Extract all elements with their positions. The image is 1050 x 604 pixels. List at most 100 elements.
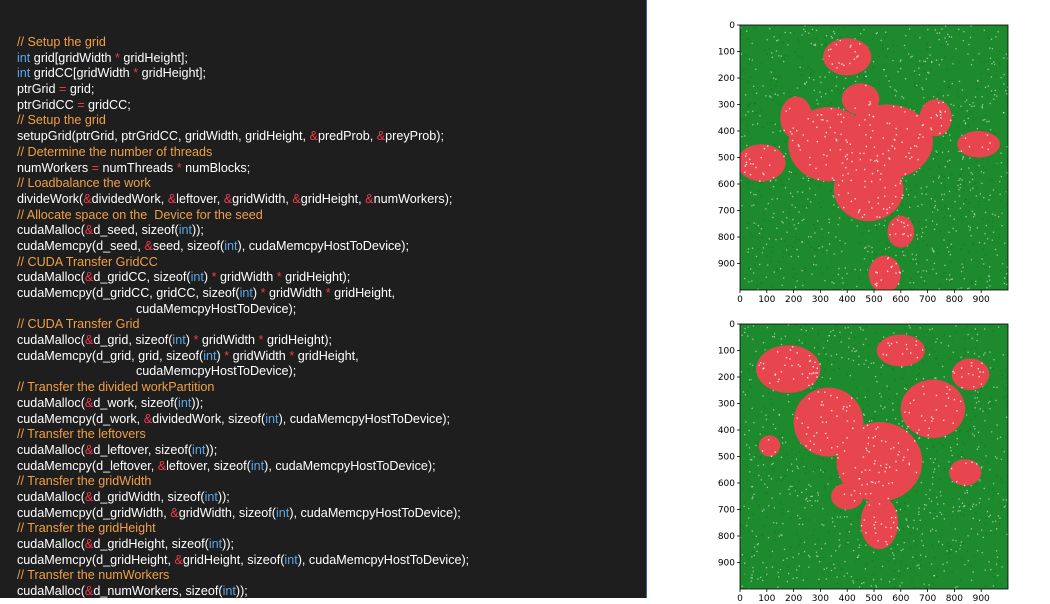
cell-speckle <box>907 224 909 227</box>
cell-speckle <box>811 504 813 507</box>
cell-speckle <box>964 492 966 494</box>
cell-speckle <box>747 253 749 255</box>
cell-speckle <box>814 361 816 364</box>
cell-speckle <box>1003 451 1005 453</box>
cell-speckle <box>784 475 786 478</box>
cell-speckle <box>963 189 965 192</box>
cell-speckle <box>994 89 997 92</box>
cell-speckle <box>838 546 840 548</box>
cell-speckle <box>817 103 819 105</box>
cell-speckle <box>897 442 900 444</box>
cell-speckle <box>802 518 805 520</box>
cell-speckle <box>996 424 998 426</box>
cell-speckle <box>970 281 972 284</box>
cell-speckle <box>955 331 957 333</box>
cell-speckle <box>960 150 963 152</box>
cell-speckle <box>951 345 953 348</box>
cell-speckle <box>966 491 969 494</box>
cell-speckle <box>822 471 824 473</box>
cell-speckle <box>900 106 902 108</box>
cell-speckle <box>952 539 954 541</box>
cell-speckle <box>943 518 946 520</box>
cell-speckle <box>865 246 867 248</box>
cell-speckle <box>925 567 928 569</box>
cell-speckle <box>866 424 869 427</box>
cell-speckle <box>750 58 753 60</box>
cell-speckle <box>831 63 834 65</box>
cell-speckle <box>831 37 833 39</box>
cell-speckle <box>798 553 800 555</box>
cell-speckle <box>981 106 983 108</box>
cell-speckle <box>822 58 824 60</box>
cell-speckle <box>934 200 936 202</box>
cell-speckle <box>975 187 978 189</box>
cell-speckle <box>759 562 761 564</box>
cell-speckle <box>777 270 779 272</box>
cell-speckle <box>910 73 913 75</box>
cell-speckle <box>997 515 1000 517</box>
cell-speckle <box>847 283 849 285</box>
code-token: & <box>309 129 318 144</box>
cell-speckle <box>881 440 883 442</box>
cell-speckle <box>933 471 935 473</box>
cell-speckle <box>790 255 793 258</box>
cell-speckle <box>988 498 990 500</box>
cell-speckle <box>806 497 808 499</box>
cell-speckle <box>834 79 836 81</box>
code-token: int <box>190 270 204 285</box>
cell-speckle <box>901 366 903 368</box>
cell-speckle <box>870 420 873 422</box>
cell-speckle <box>943 80 945 83</box>
cell-speckle <box>974 283 977 286</box>
cell-speckle <box>932 483 934 485</box>
cell-speckle <box>834 132 836 134</box>
cell-speckle <box>752 513 754 516</box>
cell-speckle <box>833 32 836 35</box>
cell-speckle <box>990 569 992 571</box>
cell-speckle <box>799 569 801 572</box>
cell-speckle <box>960 429 963 431</box>
cell-speckle <box>981 158 984 160</box>
cell-speckle <box>961 89 963 91</box>
cell-speckle <box>816 343 818 345</box>
cell-speckle <box>957 288 959 290</box>
x-tick-label: 500 <box>865 594 882 604</box>
cell-speckle <box>811 495 813 497</box>
code-token: gridWidth, sizeof( <box>178 505 276 520</box>
cell-speckle <box>874 566 877 568</box>
cell-speckle <box>853 336 856 338</box>
cell-speckle <box>762 395 764 397</box>
cell-speckle <box>924 346 927 349</box>
cell-speckle <box>967 373 970 375</box>
cell-speckle <box>796 280 798 282</box>
cell-speckle <box>865 271 867 273</box>
cell-speckle <box>980 550 982 552</box>
cell-speckle <box>963 348 965 350</box>
cell-speckle <box>874 283 876 285</box>
cell-speckle <box>874 253 876 256</box>
cell-speckle <box>910 204 912 207</box>
cell-speckle <box>991 47 994 50</box>
cell-speckle <box>841 356 843 359</box>
cell-speckle <box>747 530 750 532</box>
cell-speckle <box>860 524 863 527</box>
cell-speckle <box>913 109 915 112</box>
cell-speckle <box>999 517 1001 519</box>
cell-speckle <box>867 269 869 271</box>
cell-speckle <box>895 460 897 463</box>
code-line: cudaMalloc(&d_gridHeight, sizeof(int)); <box>17 537 469 553</box>
cell-speckle <box>798 523 800 526</box>
predator-region <box>740 144 786 182</box>
y-tick-label: 300 <box>718 101 735 111</box>
cell-speckle <box>918 437 920 440</box>
cell-speckle <box>762 172 764 174</box>
cell-speckle <box>972 505 974 508</box>
cell-speckle <box>785 110 787 113</box>
cell-speckle <box>842 405 845 408</box>
cell-speckle <box>783 92 785 94</box>
cell-speckle <box>920 554 922 556</box>
cell-speckle <box>904 181 907 184</box>
cell-speckle <box>765 243 768 245</box>
cell-speckle <box>758 364 760 367</box>
cell-speckle <box>859 43 861 45</box>
